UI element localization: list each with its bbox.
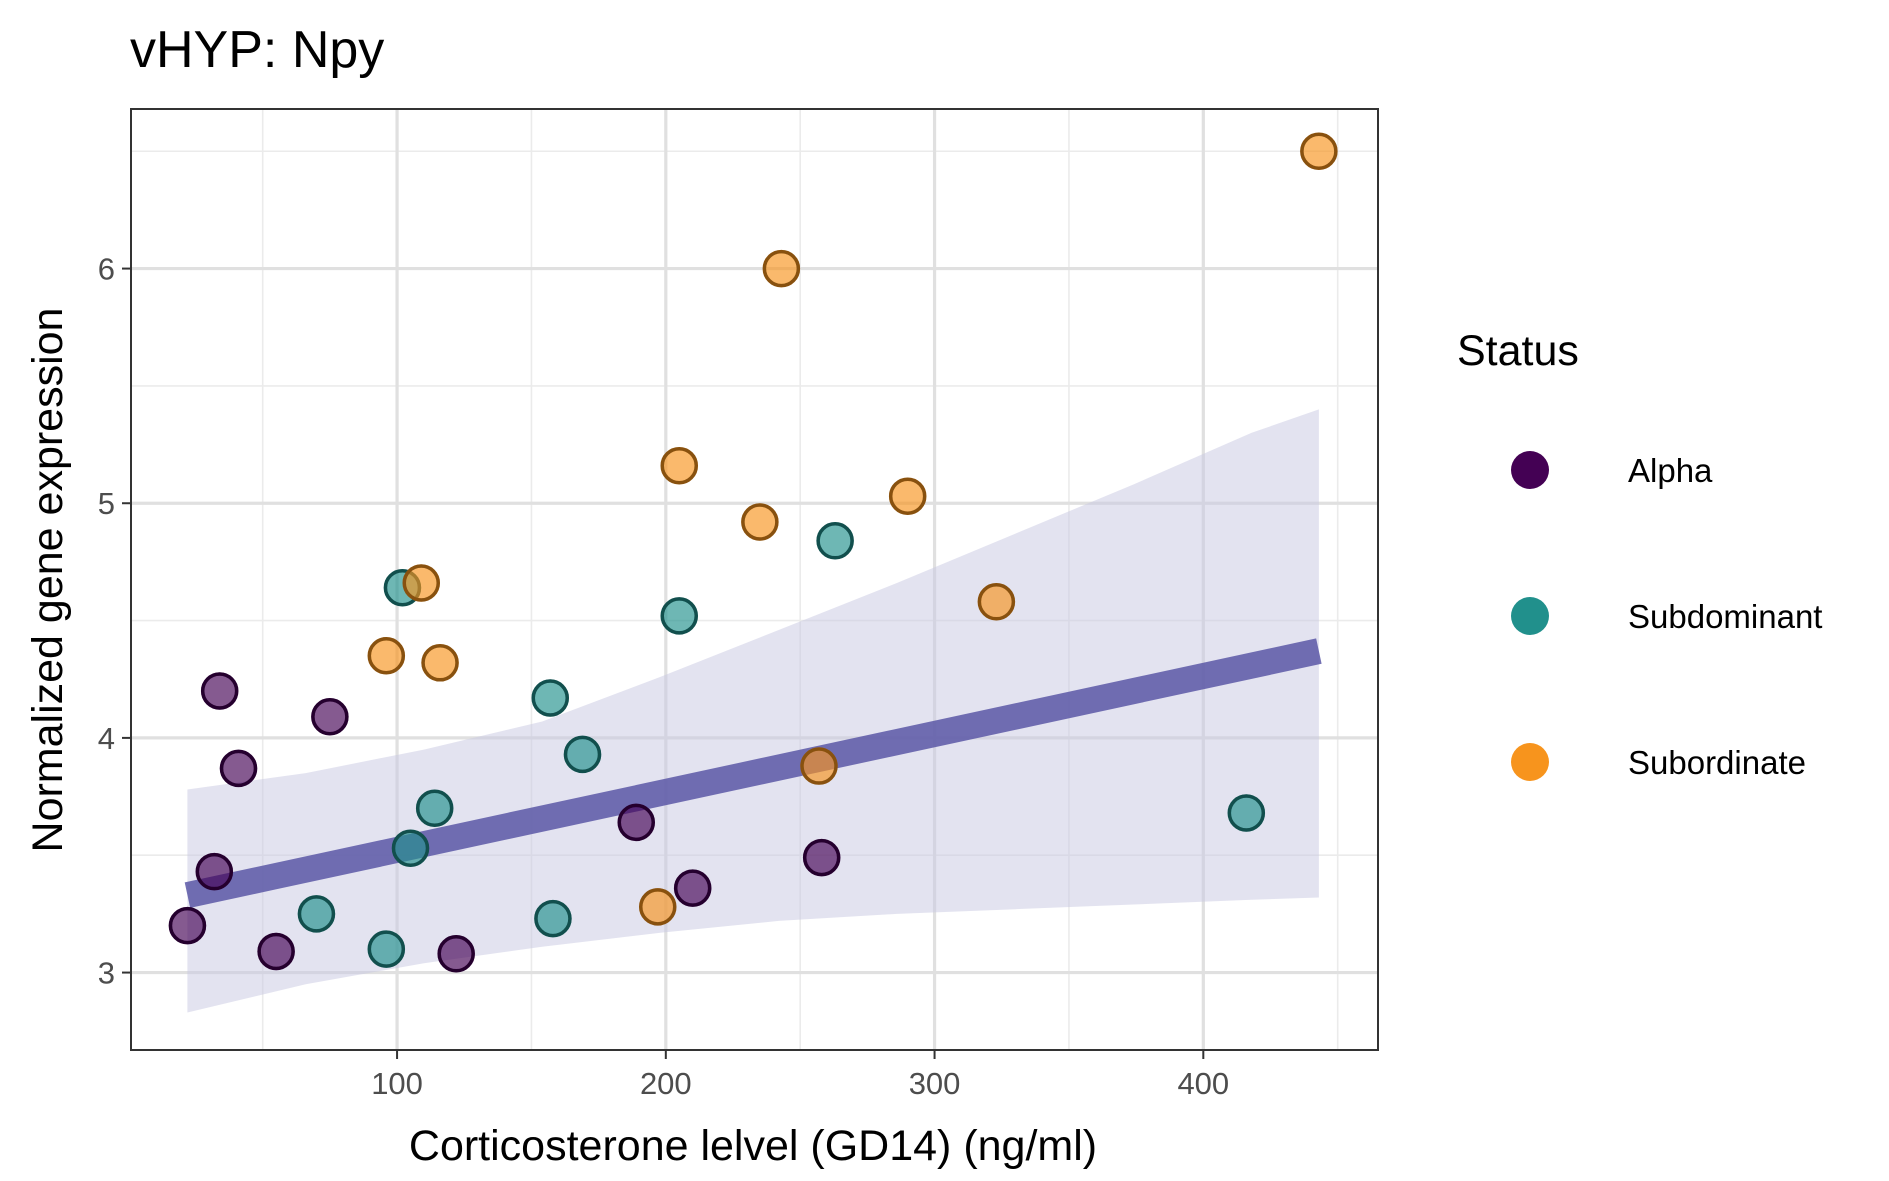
data-point-alpha [257, 932, 295, 971]
legend-key-alpha [1511, 451, 1549, 489]
data-point-subordinate [741, 503, 779, 541]
data-point-outline [741, 503, 779, 541]
data-point-alpha [195, 852, 234, 891]
panel-border [130, 108, 1379, 1051]
data-point-outline [639, 888, 677, 926]
legend-key-subordinate [1511, 743, 1549, 781]
data-point-outline [415, 789, 454, 828]
data-point-outline [367, 637, 406, 675]
data-point-outline [421, 644, 459, 682]
x-axis-label: Corticosterone lelvel (GD14) (ng/ml) [409, 1122, 1097, 1170]
data-point-alpha [219, 749, 258, 788]
data-point-subordinate [800, 747, 838, 785]
data-point-subdominant [531, 679, 569, 717]
plot-area [130, 108, 1379, 1051]
data-point-outline [1227, 794, 1266, 832]
data-point-outline [534, 899, 572, 938]
data-point-alpha [311, 698, 349, 736]
data-point-subordinate [888, 477, 927, 515]
data-point-outline [200, 672, 239, 710]
data-point-outline [391, 829, 430, 867]
legend: Status Alpha Subdominant Subordinate [1457, 327, 1822, 781]
data-point-subdominant [563, 735, 602, 774]
y-axis: 3 4 5 6 [98, 252, 131, 991]
data-point-outline [311, 698, 349, 736]
data-point-subdominant [391, 829, 430, 867]
y-tick-label: 5 [98, 486, 115, 521]
data-point-outline [617, 803, 655, 842]
data-point-outline [297, 895, 336, 933]
data-point-alpha [617, 803, 655, 842]
legend-label-subordinate: Subordinate [1628, 744, 1806, 781]
data-point-outline [219, 749, 258, 788]
confidence-band [187, 409, 1319, 1013]
data-point-outline [168, 906, 207, 945]
regression-line [184, 638, 1322, 908]
legend-title: Status [1457, 327, 1579, 375]
data-point-outline [402, 564, 440, 602]
data-point-subordinate [639, 888, 677, 926]
data-point-alpha [437, 935, 475, 973]
data-point-outline [762, 249, 801, 288]
data-point-subordinate [977, 583, 1016, 621]
data-point-subdominant [816, 522, 854, 560]
data-point-outline [816, 522, 854, 560]
data-point-outline [563, 735, 602, 774]
chart-title: vHYP: Npy [130, 21, 384, 79]
data-point-outline [531, 679, 569, 717]
data-points [168, 132, 1338, 973]
x-tick-label: 300 [909, 1066, 961, 1101]
data-point-outline [367, 930, 406, 968]
data-point-outline [888, 477, 927, 515]
data-point-subdominant [1227, 794, 1266, 832]
y-tick-label: 3 [98, 956, 115, 991]
data-point-subordinate [762, 249, 801, 288]
data-point-subordinate [1300, 132, 1338, 170]
data-point-alpha [802, 838, 841, 877]
legend-key-subdominant [1511, 597, 1549, 635]
x-tick-label: 200 [640, 1066, 692, 1101]
data-point-subdominant [415, 789, 454, 828]
y-axis-label: Normalized gene expression [24, 308, 72, 853]
data-point-alpha [673, 869, 712, 907]
x-axis: 100 200 300 400 [371, 1050, 1229, 1101]
data-point-outline [802, 838, 841, 877]
data-point-outline [660, 446, 698, 485]
data-point-subdominant [660, 597, 698, 635]
data-point-outline [1300, 132, 1338, 170]
x-tick-label: 400 [1177, 1066, 1229, 1101]
data-point-subordinate [421, 644, 459, 682]
data-point-subdominant [534, 899, 572, 938]
data-point-outline [800, 747, 838, 785]
data-point-subordinate [660, 446, 698, 485]
data-point-alpha [168, 906, 207, 945]
data-point-subordinate [402, 564, 440, 602]
data-point-outline [673, 869, 712, 907]
data-point-outline [195, 852, 234, 891]
data-point-outline [257, 932, 295, 971]
data-point-outline [660, 597, 698, 635]
data-point-subordinate [367, 637, 406, 675]
data-point-outline [437, 935, 475, 973]
legend-label-alpha: Alpha [1628, 452, 1713, 489]
data-point-alpha [200, 672, 239, 710]
y-tick-label: 6 [98, 252, 115, 287]
data-point-outline [977, 583, 1016, 621]
data-point-subdominant [297, 895, 336, 933]
legend-label-subdominant: Subdominant [1628, 598, 1822, 635]
data-point-subdominant [367, 930, 406, 968]
y-tick-label: 4 [98, 721, 115, 756]
x-tick-label: 100 [371, 1066, 423, 1101]
